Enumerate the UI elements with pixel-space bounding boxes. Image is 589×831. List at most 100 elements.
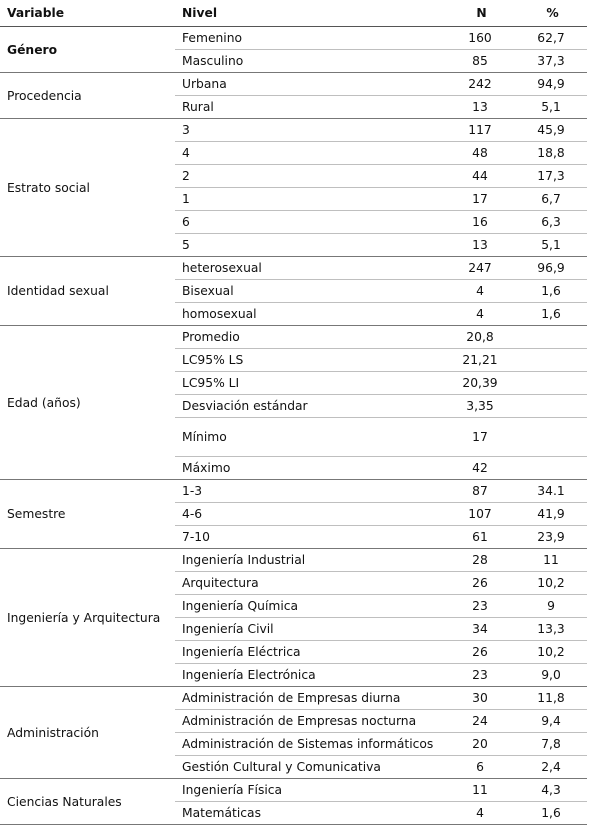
n-cell: 23 [445, 594, 515, 618]
nivel-cell: Masculino [175, 49, 445, 73]
nivel-cell: Ingeniería Química [175, 594, 445, 618]
n-cell: 30 [445, 686, 515, 710]
variable-cell: Identidad sexual [0, 256, 175, 326]
nivel-cell: 4-6 [175, 502, 445, 526]
table-row: Ingeniería y Arquitectura Ingeniería Indu… [0, 548, 587, 687]
variable-cell: Administración [0, 686, 175, 779]
percent-cell [515, 325, 587, 349]
n-cell: 4 [445, 302, 515, 326]
nivel-cell: 3 [175, 118, 445, 142]
table-row: Desviación estándar 3,35 [0, 394, 587, 418]
table-row: Máximo 42 [0, 456, 587, 480]
table-row: Identidad sexual heterosexual 247 96,9 [0, 256, 587, 326]
n-cell: 34 [445, 617, 515, 641]
percent-cell [515, 348, 587, 372]
percent-cell: 17,3 [515, 164, 587, 188]
n-cell: 85 [445, 49, 515, 73]
nivel-cell: 1-3 [175, 479, 445, 503]
nivel-cell: 5 [175, 233, 445, 257]
nivel-cell: Femenino [175, 26, 445, 50]
nivel-cell: Ingeniería Electrónica [175, 663, 445, 687]
n-cell: 4 [445, 279, 515, 303]
n-cell: 11 [445, 778, 515, 802]
table-row: Semestre 1-3 87 34.1 [0, 479, 587, 549]
n-cell: 242 [445, 72, 515, 96]
nivel-cell: homosexual [175, 302, 445, 326]
percent-cell: 62,7 [515, 26, 587, 50]
nivel-cell: 2 [175, 164, 445, 188]
nivel-cell: Urbana [175, 72, 445, 96]
n-cell: 20,39 [445, 371, 515, 395]
table-row: Rural 13 5,1 [0, 95, 587, 119]
percent-cell: 96,9 [515, 256, 587, 280]
percent-cell [515, 417, 587, 457]
table-row: Arquitectura 26 10,2 [0, 571, 587, 595]
n-cell: 42 [445, 456, 515, 480]
n-cell: 48 [445, 141, 515, 165]
percent-cell [515, 456, 587, 480]
nivel-cell: Gestión Cultural y Comunicativa [175, 755, 445, 779]
percent-cell: 13,3 [515, 617, 587, 641]
variable-cell: Ingeniería y Arquitectura [0, 548, 175, 687]
nivel-cell: Promedio [175, 325, 445, 349]
variable-cell: Edad (años) [0, 325, 175, 480]
nivel-cell: Ingeniería Industrial [175, 548, 445, 572]
n-cell: 17 [445, 417, 515, 457]
table-row: Género Femenino 160 62,7 [0, 26, 587, 73]
n-cell: 26 [445, 640, 515, 664]
table-row: LC95% LI 20,39 [0, 371, 587, 395]
percent-cell: 1,6 [515, 801, 587, 825]
nivel-cell: Desviación estándar [175, 394, 445, 418]
percent-cell: 9,0 [515, 663, 587, 687]
n-cell: 61 [445, 525, 515, 549]
percent-cell: 11 [515, 548, 587, 572]
nivel-cell: Administración de Empresas diurna [175, 686, 445, 710]
table-row: Procedencia Urbana 242 94,9 [0, 72, 587, 119]
percent-cell: 5,1 [515, 95, 587, 119]
n-cell: 13 [445, 95, 515, 119]
percent-cell: 9 [515, 594, 587, 618]
percent-cell: 34.1 [515, 479, 587, 503]
n-cell: 13 [445, 233, 515, 257]
table-row: Estrato social 3 117 45,9 [0, 118, 587, 257]
table-row: Mínimo 17 [0, 417, 587, 457]
n-cell: 3,35 [445, 394, 515, 418]
nivel-cell: Máximo [175, 456, 445, 480]
header-n: N [445, 0, 515, 27]
table-row: homosexual 4 1,6 [0, 302, 587, 326]
percent-cell: 1,6 [515, 302, 587, 326]
nivel-cell: Arquitectura [175, 571, 445, 595]
percent-cell: 4,3 [515, 778, 587, 802]
percent-cell: 5,1 [515, 233, 587, 257]
table-row: Administración de Sistemas informáticos 2… [0, 732, 587, 756]
n-cell: 24 [445, 709, 515, 733]
percent-cell: 6,7 [515, 187, 587, 211]
percent-cell: 37,3 [515, 49, 587, 73]
table-row: Ingeniería Eléctrica 26 10,2 [0, 640, 587, 664]
percent-cell: 9,4 [515, 709, 587, 733]
n-cell: 160 [445, 26, 515, 50]
percent-cell: 7,8 [515, 732, 587, 756]
table-row: 5 13 5,1 [0, 233, 587, 257]
n-cell: 17 [445, 187, 515, 211]
n-cell: 23 [445, 663, 515, 687]
n-cell: 6 [445, 755, 515, 779]
table-row: Edad (años) Promedio 20,8 [0, 325, 587, 480]
table-row: Matemáticas 4 1,6 [0, 801, 587, 825]
table-row: 1 17 6,7 [0, 187, 587, 211]
header-nivel: Nivel [175, 0, 445, 27]
nivel-cell: Ingeniería Civil [175, 617, 445, 641]
table-row: Ingeniería Química 23 9 [0, 594, 587, 618]
nivel-cell: LC95% LI [175, 371, 445, 395]
nivel-cell: Ingeniería Eléctrica [175, 640, 445, 664]
variable-cell: Género [0, 26, 175, 73]
table-row: Administración Administración de Empresas… [0, 686, 587, 779]
percent-cell [515, 394, 587, 418]
percent-cell: 1,6 [515, 279, 587, 303]
n-cell: 16 [445, 210, 515, 234]
nivel-cell: 6 [175, 210, 445, 234]
nivel-cell: 4 [175, 141, 445, 165]
n-cell: 247 [445, 256, 515, 280]
percent-cell: 6,3 [515, 210, 587, 234]
